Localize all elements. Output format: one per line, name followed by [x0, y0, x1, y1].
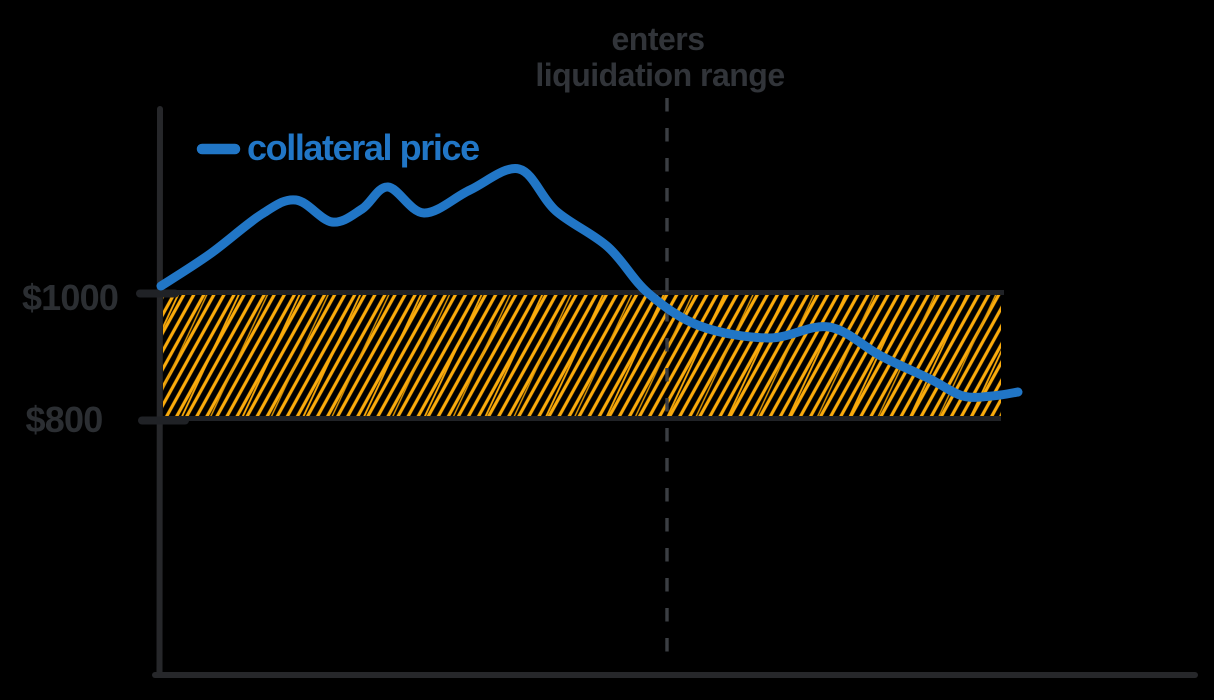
svg-text:collateral price: collateral price [247, 127, 479, 168]
svg-text:liquidation range: liquidation range [535, 57, 784, 93]
svg-text:$800: $800 [26, 399, 103, 440]
svg-text:$1000: $1000 [22, 277, 118, 318]
svg-text:enters: enters [611, 21, 704, 57]
